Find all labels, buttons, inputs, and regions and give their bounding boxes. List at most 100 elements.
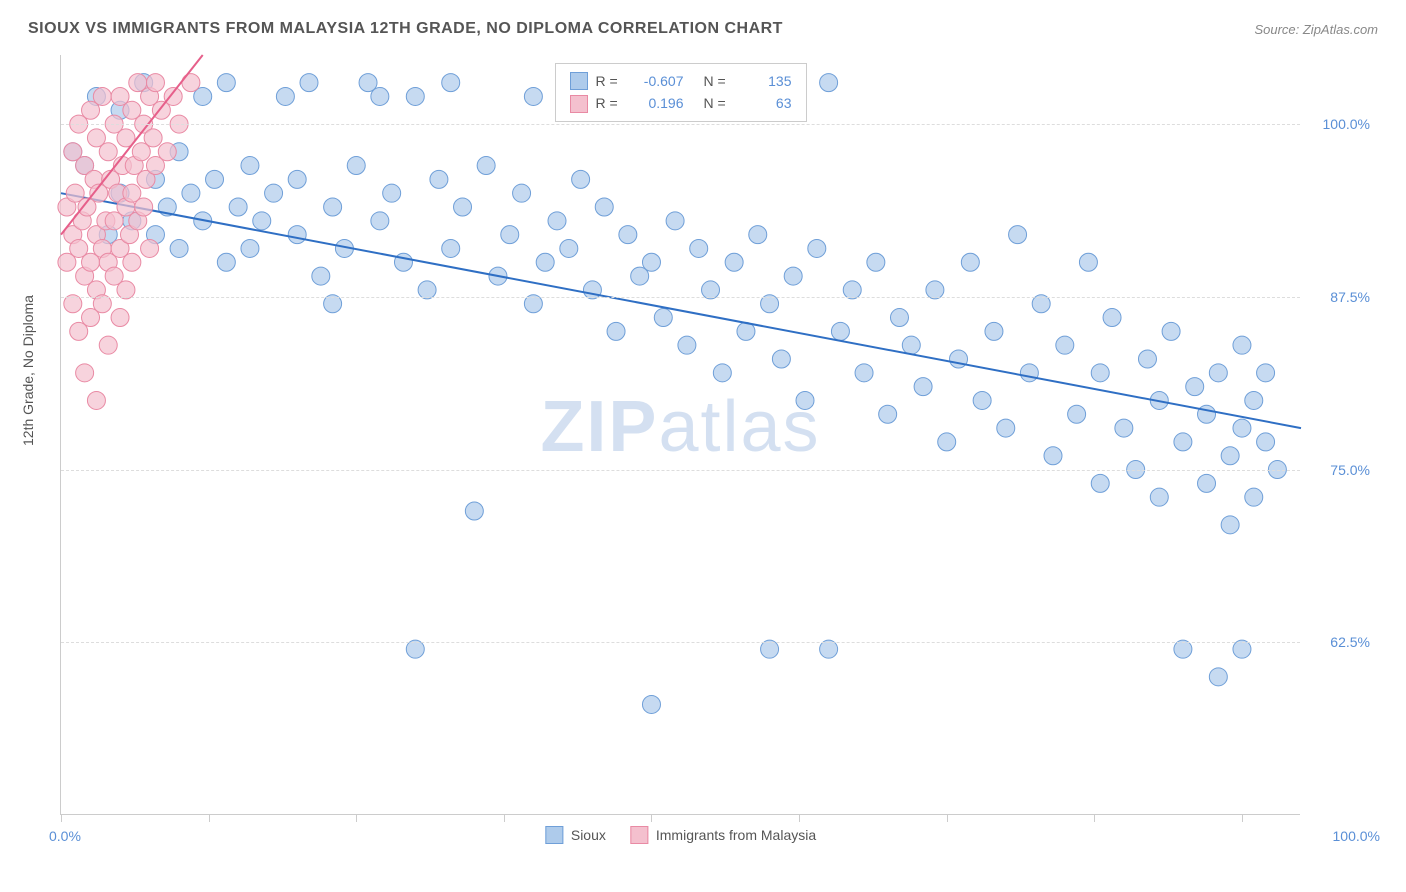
scatter-point: [1056, 336, 1074, 354]
scatter-point: [111, 309, 129, 327]
scatter-point: [642, 695, 660, 713]
scatter-point: [572, 170, 590, 188]
scatter-point: [1221, 447, 1239, 465]
legend-top-row: R =-0.607N =135: [570, 70, 792, 92]
y-axis-title: 12th Grade, No Diploma: [20, 295, 36, 446]
scatter-point: [135, 198, 153, 216]
legend-r-label: R =: [596, 92, 626, 114]
scatter-point: [288, 226, 306, 244]
scatter-point: [666, 212, 684, 230]
scatter-point: [217, 74, 235, 92]
scatter-point: [902, 336, 920, 354]
scatter-point: [288, 170, 306, 188]
scatter-point: [253, 212, 271, 230]
legend-swatch: [630, 826, 648, 844]
scatter-point: [1198, 405, 1216, 423]
scatter-point: [973, 391, 991, 409]
scatter-point: [141, 239, 159, 257]
x-axis-label-max: 100.0%: [1333, 828, 1380, 844]
scatter-point: [1009, 226, 1027, 244]
scatter-point: [406, 87, 424, 105]
scatter-point: [206, 170, 224, 188]
legend-r-value: 0.196: [634, 92, 684, 114]
scatter-point: [454, 198, 472, 216]
scatter-point: [749, 226, 767, 244]
scatter-point: [1115, 419, 1133, 437]
legend-swatch: [545, 826, 563, 844]
scatter-point: [1079, 253, 1097, 271]
scatter-point: [772, 350, 790, 368]
scatter-point: [217, 253, 235, 271]
scatter-point: [1091, 364, 1109, 382]
scatter-point: [938, 433, 956, 451]
grid-line: [61, 642, 1300, 643]
scatter-point: [276, 87, 294, 105]
scatter-point: [265, 184, 283, 202]
legend-swatch: [570, 95, 588, 113]
scatter-point: [524, 87, 542, 105]
grid-line: [61, 124, 1300, 125]
scatter-point: [477, 157, 495, 175]
scatter-point: [158, 143, 176, 161]
scatter-point: [961, 253, 979, 271]
scatter-point: [465, 502, 483, 520]
scatter-point: [619, 226, 637, 244]
scatter-point: [1138, 350, 1156, 368]
scatter-point: [536, 253, 554, 271]
scatter-point: [1209, 668, 1227, 686]
scatter-point: [1044, 447, 1062, 465]
scatter-point: [324, 198, 342, 216]
x-tick: [504, 814, 505, 822]
plot-area: ZIPatlas R =-0.607N =135R =0.196N =63 0.…: [60, 55, 1300, 815]
scatter-point: [1091, 474, 1109, 492]
x-tick: [651, 814, 652, 822]
scatter-point: [595, 198, 613, 216]
x-tick: [209, 814, 210, 822]
legend-bottom-item: Sioux: [545, 826, 606, 844]
y-tick-label: 100.0%: [1323, 116, 1370, 132]
scatter-point: [241, 157, 259, 175]
scatter-point: [1257, 433, 1275, 451]
x-tick: [1094, 814, 1095, 822]
scatter-point: [99, 143, 117, 161]
chart-title: SIOUX VS IMMIGRANTS FROM MALAYSIA 12TH G…: [28, 20, 783, 38]
legend-series-label: Sioux: [571, 827, 606, 843]
scatter-point: [182, 74, 200, 92]
legend-r-value: -0.607: [634, 70, 684, 92]
scatter-point: [347, 157, 365, 175]
scatter-point: [1257, 364, 1275, 382]
scatter-point: [678, 336, 696, 354]
scatter-point: [1233, 419, 1251, 437]
scatter-point: [93, 87, 111, 105]
source-label: Source: ZipAtlas.com: [1254, 22, 1378, 37]
scatter-point: [1221, 516, 1239, 534]
scatter-point: [997, 419, 1015, 437]
scatter-point: [1020, 364, 1038, 382]
scatter-point: [654, 309, 672, 327]
scatter-point: [1162, 322, 1180, 340]
legend-swatch: [570, 72, 588, 90]
legend-top-row: R =0.196N =63: [570, 92, 792, 114]
x-tick: [61, 814, 62, 822]
scatter-point: [164, 87, 182, 105]
scatter-point: [99, 336, 117, 354]
scatter-point: [642, 253, 660, 271]
scatter-point: [123, 253, 141, 271]
scatter-point: [1233, 336, 1251, 354]
scatter-point: [867, 253, 885, 271]
scatter-point: [1209, 364, 1227, 382]
scatter-point: [1103, 309, 1121, 327]
legend-n-label: N =: [704, 92, 734, 114]
chart-svg: [61, 55, 1300, 814]
scatter-point: [146, 74, 164, 92]
scatter-point: [513, 184, 531, 202]
scatter-point: [879, 405, 897, 423]
scatter-point: [820, 74, 838, 92]
scatter-point: [855, 364, 873, 382]
scatter-point: [914, 378, 932, 396]
legend-n-value: 135: [742, 70, 792, 92]
x-tick: [356, 814, 357, 822]
scatter-point: [560, 239, 578, 257]
scatter-point: [1198, 474, 1216, 492]
scatter-point: [1174, 433, 1192, 451]
